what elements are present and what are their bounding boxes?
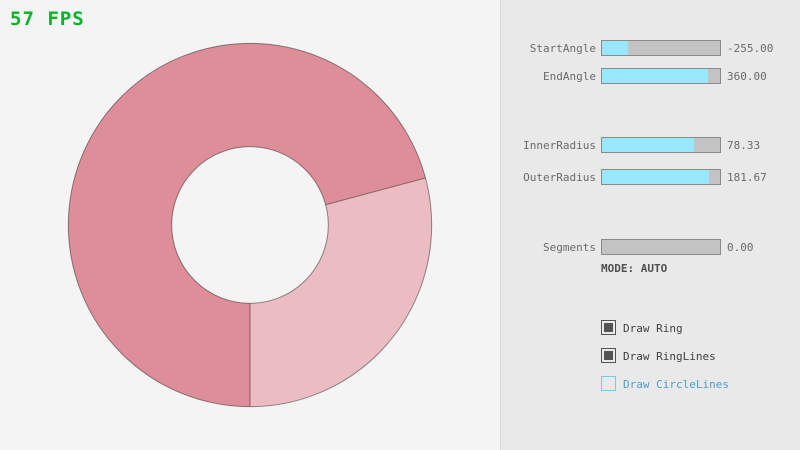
draw-ringlines-label: Draw RingLines bbox=[623, 350, 716, 363]
ring-inner-line bbox=[171, 146, 329, 304]
ring-outer-line bbox=[67, 42, 433, 408]
draw-circlelines-label: Draw CircleLines bbox=[623, 378, 729, 391]
outer-radius-value: 181.67 bbox=[727, 171, 767, 184]
fps-counter: 57 FPS bbox=[10, 8, 85, 30]
draw-circlelines-checkbox[interactable] bbox=[601, 376, 616, 391]
start-angle-label: StartAngle bbox=[529, 42, 596, 55]
start-angle-slider-fill bbox=[602, 41, 628, 55]
outer-radius-slider[interactable] bbox=[601, 169, 721, 185]
ring-drawing bbox=[67, 42, 433, 408]
slider-row-inner-radius: InnerRadius 78.33 bbox=[501, 137, 800, 153]
segments-label: Segments bbox=[543, 241, 596, 254]
segments-value: 0.00 bbox=[727, 241, 754, 254]
slider-row-start-angle: StartAngle -255.00 bbox=[501, 40, 800, 56]
draw-ring-checkbox[interactable] bbox=[601, 320, 616, 335]
end-angle-slider[interactable] bbox=[601, 68, 721, 84]
end-angle-label: EndAngle bbox=[543, 70, 596, 83]
slider-row-end-angle: EndAngle 360.00 bbox=[501, 68, 800, 84]
checkbox-row-draw-circlelines: Draw CircleLines bbox=[601, 376, 800, 392]
outer-radius-label: OuterRadius bbox=[523, 171, 596, 184]
inner-radius-label: InnerRadius bbox=[523, 139, 596, 152]
ring-startcap-line bbox=[325, 177, 426, 206]
controls-panel: StartAngle -255.00 EndAngle 360.00 Inner… bbox=[500, 0, 800, 450]
outer-radius-slider-fill bbox=[602, 170, 710, 184]
slider-row-outer-radius: OuterRadius 181.67 bbox=[501, 169, 800, 185]
inner-radius-slider-fill bbox=[602, 138, 695, 152]
inner-radius-value: 78.33 bbox=[727, 139, 761, 152]
checkbox-row-draw-ring: Draw Ring bbox=[601, 320, 800, 336]
start-angle-value: -255.00 bbox=[727, 42, 774, 55]
segments-slider[interactable] bbox=[601, 239, 721, 255]
checkbox-row-draw-ringlines: Draw RingLines bbox=[601, 348, 800, 364]
ring-single-sector bbox=[250, 177, 432, 407]
end-angle-value: 360.00 bbox=[727, 70, 767, 83]
end-angle-slider-fill bbox=[602, 69, 709, 83]
draw-ring-label: Draw Ring bbox=[623, 322, 683, 335]
start-angle-slider[interactable] bbox=[601, 40, 721, 56]
segments-mode-text: MODE: AUTO bbox=[601, 262, 668, 275]
draw-ringlines-checkbox[interactable] bbox=[601, 348, 616, 363]
slider-row-segments: Segments 0.00 bbox=[501, 239, 800, 255]
inner-radius-slider[interactable] bbox=[601, 137, 721, 153]
ring-overlap-sector bbox=[68, 43, 426, 407]
